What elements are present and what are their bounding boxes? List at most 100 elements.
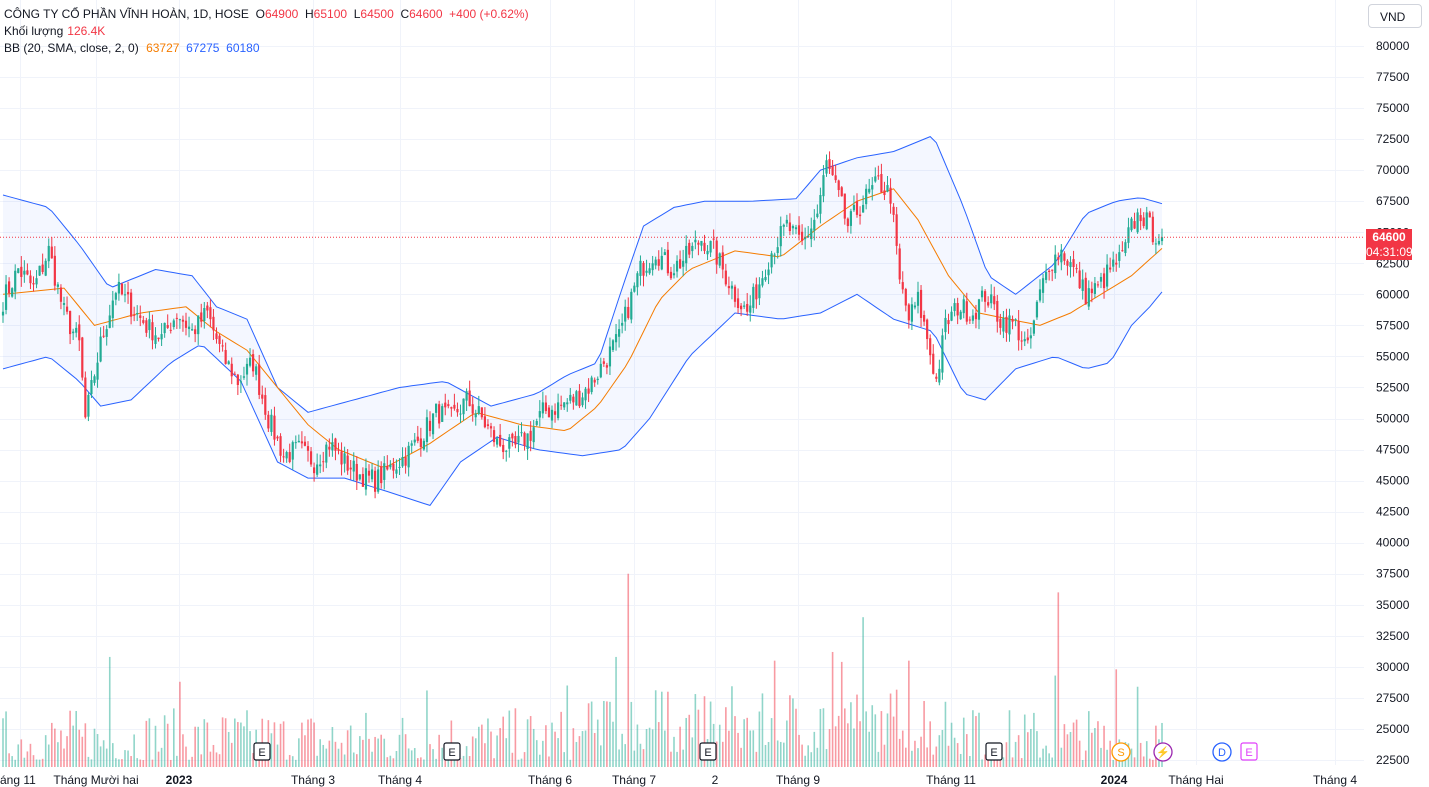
symbol-title[interactable]: CÔNG TY CỔ PHẦN VĨNH HOÀN, 1D, HOSE xyxy=(4,7,249,21)
candle xyxy=(349,459,352,480)
candle xyxy=(1032,319,1035,337)
volume-bar xyxy=(108,656,111,767)
volume-bar xyxy=(130,756,132,767)
candle xyxy=(1023,331,1026,347)
volume-bar xyxy=(173,708,175,767)
earnings-event-icon[interactable]: E xyxy=(699,742,717,761)
candle xyxy=(675,255,679,278)
candle-body xyxy=(706,250,709,255)
candle-body xyxy=(636,273,639,288)
candle xyxy=(965,292,968,325)
bb-label[interactable]: BB (20, SMA, close, 2, 0) xyxy=(4,41,139,55)
candle xyxy=(578,384,581,409)
price-axis[interactable]: 8000077500750007250070000675006500062500… xyxy=(1376,39,1410,767)
price-tick-label: 60000 xyxy=(1376,287,1410,301)
candle-body xyxy=(557,402,560,419)
candle xyxy=(270,409,273,436)
candle xyxy=(904,287,907,312)
candle xyxy=(517,425,520,453)
change-value: +400 (+0.62%) xyxy=(449,7,529,21)
candle xyxy=(483,407,486,429)
earnings-event-icon[interactable]: E xyxy=(1240,742,1258,761)
volume-bar xyxy=(395,751,398,767)
candle xyxy=(791,224,795,235)
candle xyxy=(78,315,81,351)
candle-body xyxy=(50,246,53,259)
price-tick-label: 52500 xyxy=(1376,380,1410,394)
volume-bar xyxy=(298,738,300,767)
candle xyxy=(947,313,950,334)
candle-body xyxy=(370,469,374,480)
volume-bar xyxy=(889,693,892,767)
candle-body xyxy=(59,287,63,302)
volume-bar xyxy=(1051,757,1053,767)
volume-bar xyxy=(392,758,395,767)
candle xyxy=(221,339,224,352)
currency-button[interactable]: VND xyxy=(1368,4,1422,28)
candle xyxy=(499,423,502,448)
earnings-event-icon[interactable]: E xyxy=(253,742,271,761)
candle xyxy=(822,165,825,203)
candle xyxy=(935,373,938,383)
volume-bar xyxy=(557,738,559,767)
candle xyxy=(407,441,410,477)
volume-bar xyxy=(96,734,99,767)
volume-label[interactable]: Khối lượng xyxy=(4,24,64,38)
volume-bar xyxy=(423,759,425,767)
candle xyxy=(331,433,334,457)
candle-body xyxy=(468,390,471,407)
price-tick-label: 80000 xyxy=(1376,39,1410,53)
candle xyxy=(200,303,203,328)
candle-body xyxy=(206,305,209,311)
candle xyxy=(1005,308,1008,342)
volume-bar xyxy=(691,737,694,767)
candle xyxy=(377,460,380,494)
candle-body xyxy=(285,452,288,459)
candle-body xyxy=(1048,270,1051,272)
volume-bar xyxy=(441,747,443,767)
volume-bar xyxy=(874,714,877,767)
volume-bar xyxy=(865,711,867,767)
candle-body xyxy=(892,206,895,215)
candle-body xyxy=(17,268,20,273)
candle xyxy=(59,284,63,310)
candle-body xyxy=(471,404,474,414)
candle-body xyxy=(633,285,636,292)
earnings-event-icon[interactable]: E xyxy=(443,742,461,761)
earnings-event-icon[interactable]: E xyxy=(985,742,1003,761)
volume-bar xyxy=(282,721,285,767)
candle xyxy=(706,245,709,261)
candle-body xyxy=(130,292,133,317)
volume-bar xyxy=(612,721,614,767)
price-tick-label: 22500 xyxy=(1376,753,1410,767)
volume-bar xyxy=(1033,712,1035,767)
dividend-event-icon[interactable]: D xyxy=(1212,742,1232,762)
volume-bar xyxy=(38,759,41,767)
volume-bar xyxy=(984,754,986,767)
candle-body xyxy=(8,281,11,294)
news-event-icon[interactable]: ⚡ xyxy=(1153,742,1173,762)
candle xyxy=(319,454,322,474)
volume-bar xyxy=(1136,686,1139,767)
candle xyxy=(532,419,535,449)
candle-body xyxy=(630,291,633,320)
candle xyxy=(175,313,178,329)
candle-body xyxy=(907,304,910,321)
candle-body xyxy=(1121,250,1124,252)
volume-bar xyxy=(847,723,849,767)
candle-body xyxy=(1020,340,1023,342)
split-event-icon[interactable]: S xyxy=(1111,742,1131,762)
time-axis[interactable]: áng 11 Tháng Mười hai 2023 Tháng 3 Tháng 4 Th… xyxy=(0,773,1357,787)
candle-body xyxy=(90,380,93,395)
candle-body xyxy=(291,442,294,460)
candle xyxy=(236,373,239,396)
candle xyxy=(459,404,462,424)
candle-body xyxy=(294,442,297,444)
candle-body xyxy=(645,270,648,273)
candle xyxy=(1157,234,1161,246)
candle xyxy=(736,288,740,314)
candle xyxy=(1154,238,1157,255)
volume-bar xyxy=(825,749,828,767)
candle-body xyxy=(184,320,188,328)
